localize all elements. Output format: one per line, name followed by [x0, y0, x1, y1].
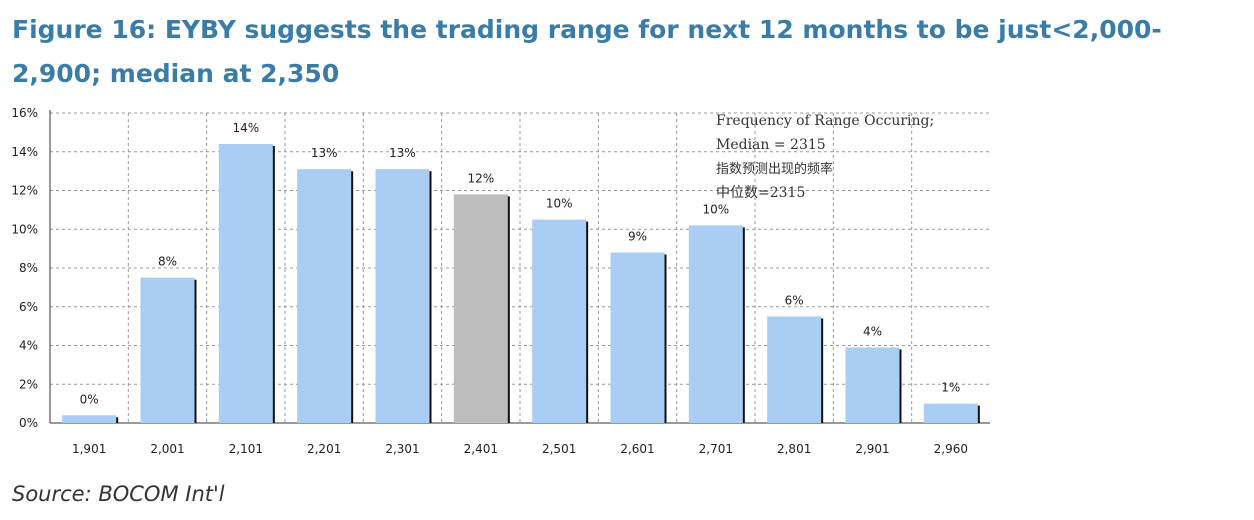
- data-label: 13%: [311, 146, 338, 160]
- figure-title: Figure 16: EYBY suggests the trading ran…: [12, 15, 1162, 88]
- y-axis-ticks: 0% 2% 4% 6% 8% 10% 12% 14% 16%: [11, 106, 38, 430]
- chart-annotation: Frequency of Range Occuring; Median = 23…: [716, 113, 934, 201]
- x-tick-label: 2,701: [699, 442, 733, 456]
- bar-2960: [923, 403, 978, 423]
- x-tick-label: 2,801: [777, 442, 811, 456]
- x-tick-label: 2,001: [150, 442, 184, 456]
- bar-1901: [62, 415, 117, 423]
- data-label: 8%: [158, 255, 177, 269]
- y-tick-label: 0%: [19, 416, 38, 430]
- data-label: 13%: [389, 146, 416, 160]
- x-tick-label: 2,601: [620, 442, 654, 456]
- data-label: 6%: [785, 293, 804, 307]
- x-tick-label: 2,901: [855, 442, 889, 456]
- bar-2101: [218, 144, 273, 423]
- bar-2201: [297, 169, 352, 423]
- grid-lines: [49, 110, 990, 424]
- y-tick-label: 2%: [19, 377, 38, 391]
- y-tick-label: 10%: [11, 222, 38, 236]
- annotation-line-1: Frequency of Range Occuring;: [716, 113, 934, 129]
- x-tick-label: 2,501: [542, 442, 576, 456]
- annotation-line-4: 中位数=2315: [716, 185, 805, 201]
- x-tick-label: 1,901: [72, 442, 106, 456]
- data-label: 4%: [863, 324, 882, 338]
- x-tick-label: 2,401: [464, 442, 498, 456]
- bar-2501: [532, 219, 587, 423]
- y-tick-label: 12%: [11, 184, 38, 198]
- bars: 0% 8% 14% 13% 13% 12% 10% 9% 10% 6% 4% 1%: [62, 121, 980, 423]
- data-label: 10%: [546, 197, 573, 211]
- data-label: 12%: [467, 171, 494, 185]
- bar-2401: [453, 194, 508, 423]
- y-tick-label: 14%: [11, 145, 38, 159]
- bar-2801: [767, 316, 822, 423]
- x-tick-label: 2,960: [934, 442, 968, 456]
- x-tick-label: 2,101: [229, 442, 263, 456]
- data-label: 1%: [941, 381, 960, 395]
- data-label: 9%: [628, 230, 647, 244]
- annotation-line-3: 指数预测出现的频率: [716, 161, 833, 177]
- y-tick-label: 16%: [11, 106, 38, 120]
- bar-2001: [140, 277, 195, 423]
- y-tick-label: 6%: [19, 300, 38, 314]
- data-label: 0%: [80, 392, 99, 406]
- source-note: Source: BOCOM Int'l: [12, 482, 225, 506]
- x-tick-label: 2,301: [385, 442, 419, 456]
- data-label: 10%: [702, 202, 729, 216]
- bar-2701: [688, 225, 743, 423]
- x-axis-ticks: 1,901 2,001 2,101 2,201 2,301 2,401 2,501 2,601…: [72, 442, 968, 456]
- bar-chart: 0% 2% 4% 6% 8% 10% 12% 14% 16% 0% 8% 14% 13% 13% 12% 1…: [11, 106, 990, 456]
- x-tick-label: 2,201: [307, 442, 341, 456]
- y-tick-label: 8%: [19, 261, 38, 275]
- bar-2301: [375, 169, 430, 423]
- bar-2601: [610, 252, 665, 423]
- data-label: 14%: [232, 121, 259, 135]
- bar-2901: [845, 347, 900, 423]
- annotation-line-2: Median = 2315: [716, 137, 826, 153]
- y-tick-label: 4%: [19, 339, 38, 353]
